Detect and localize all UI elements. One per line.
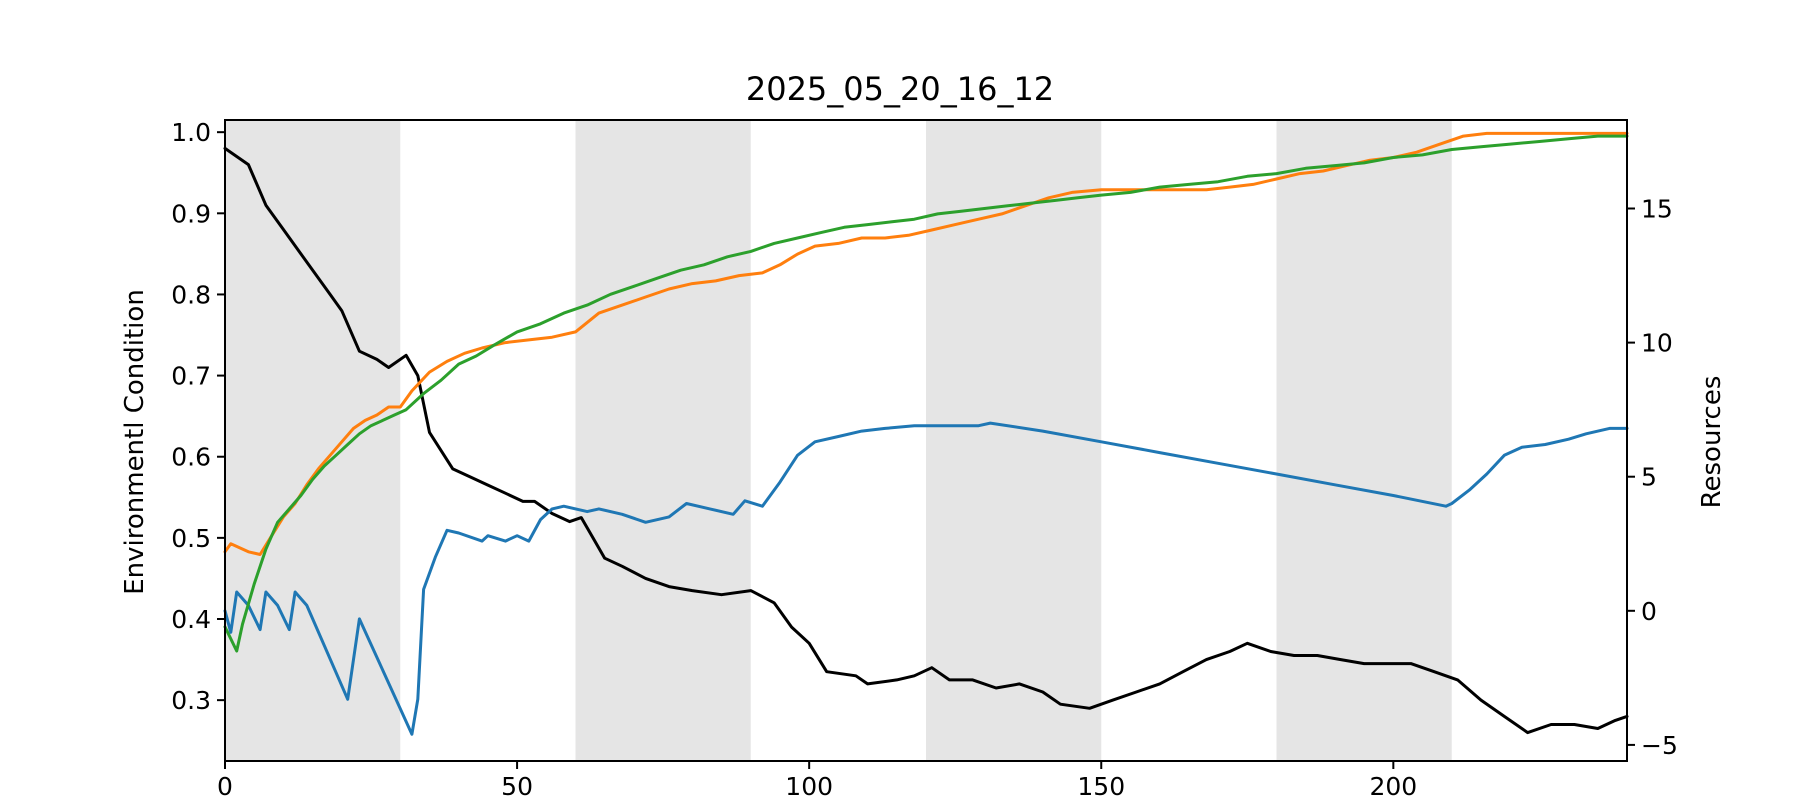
series-line-1	[223, 421, 1629, 736]
y-tick-label-left-5: 0.8	[171, 280, 211, 309]
axes: 0 50 100 150 200 0.3 0.4 0.5 0.6 0.7 0.8 0.9 1.0 −5 0 5…	[171, 118, 1678, 801]
shaded-region-1	[575, 120, 751, 761]
y-tick-label-left-7: 1.0	[171, 118, 211, 147]
y-tick-label-left-6: 0.9	[171, 199, 211, 228]
shaded-region-2	[926, 120, 1102, 761]
series-line-3	[223, 134, 1629, 653]
series-line-2	[223, 131, 1629, 556]
y-tick-label-right-4: 15	[1641, 195, 1673, 224]
shaded-regions	[225, 120, 1452, 761]
y-tick-label-left-1: 0.4	[171, 605, 211, 634]
y-tick-label-left-3: 0.6	[171, 443, 211, 472]
y-tick-label-left-0: 0.3	[171, 686, 211, 715]
series-line-0	[223, 146, 1629, 735]
y-tick-label-right-3: 10	[1641, 329, 1673, 358]
y-tick-label-right-2: 5	[1641, 463, 1657, 492]
series-layer	[223, 131, 1629, 736]
x-tick-label-3: 150	[1077, 772, 1125, 800]
x-tick-label-4: 200	[1369, 772, 1417, 800]
y-tick-label-left-2: 0.5	[171, 524, 211, 553]
y-axis-label-right: Resources	[1697, 376, 1727, 509]
plot-frame	[224, 119, 1628, 762]
y-tick-label-right-0: −5	[1641, 731, 1678, 760]
y-axis-label-left: Environmentl Condition	[120, 289, 150, 595]
chart-title: 2025_05_20_16_12	[746, 70, 1054, 108]
shaded-region-0	[225, 120, 401, 761]
x-tick-label-2: 100	[785, 772, 833, 800]
x-tick-label-1: 50	[501, 772, 533, 800]
y-tick-label-right-1: 0	[1641, 597, 1657, 626]
y-tick-label-left-4: 0.7	[171, 362, 211, 391]
x-tick-label-0: 0	[217, 772, 233, 800]
